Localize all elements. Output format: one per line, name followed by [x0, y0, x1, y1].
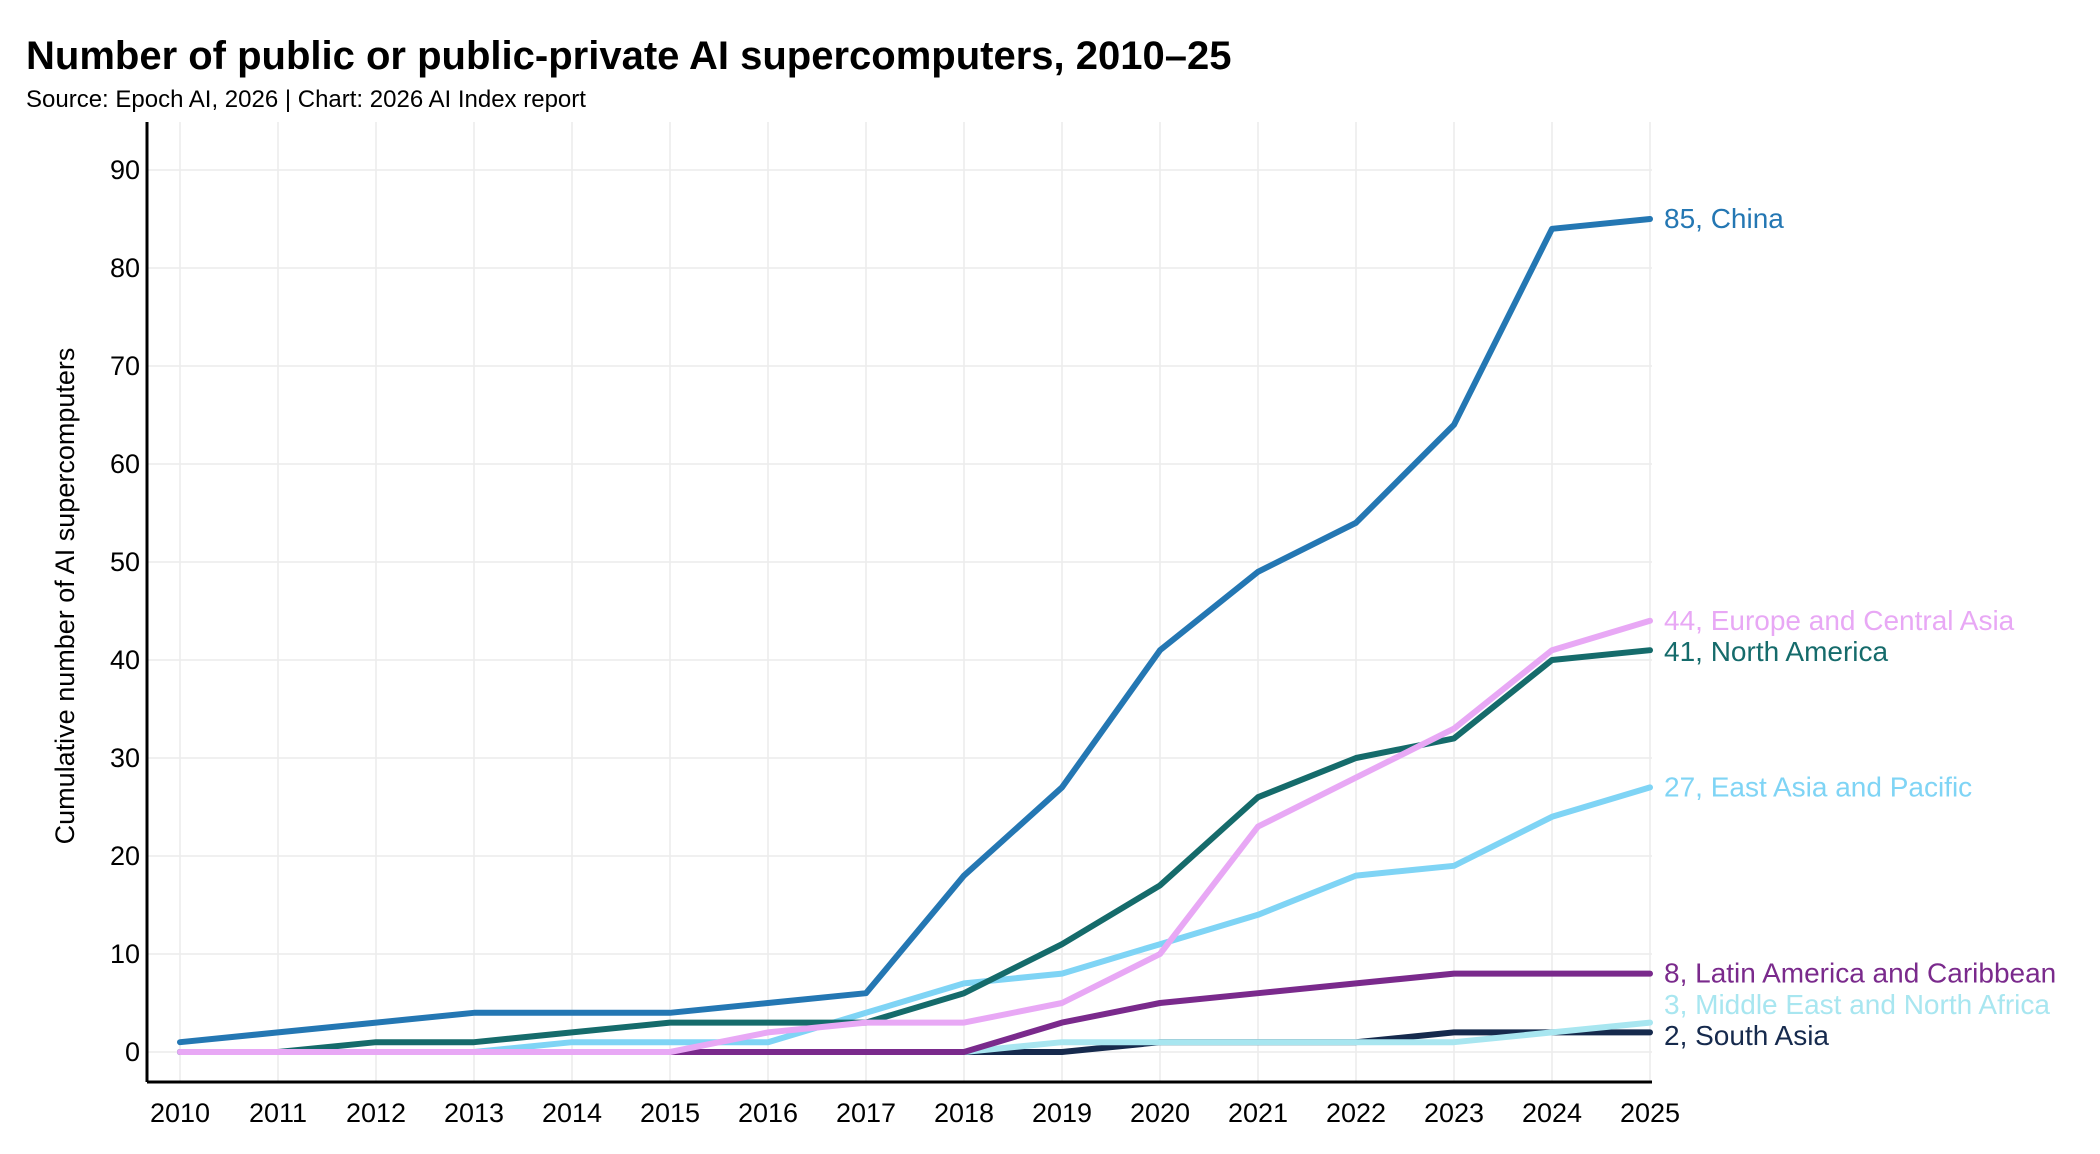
series-line-north-america: [177, 647, 1653, 1055]
x-tick-label: 2012: [346, 1098, 406, 1128]
y-tick-label: 30: [110, 743, 140, 773]
series-label-north-america: 41, North America: [1664, 636, 1889, 667]
y-tick-labels: 0 10 20 30 40 50 60 70 80 90: [110, 155, 140, 1067]
x-tick-label: 2015: [640, 1098, 700, 1128]
y-tick-label: 80: [110, 253, 140, 283]
x-tick-label: 2019: [1032, 1098, 1092, 1128]
series-line-europe-and-central-asia: [177, 617, 1653, 1055]
x-tick-label: 2023: [1424, 1098, 1484, 1128]
y-tick-label: 0: [125, 1037, 140, 1067]
series-line-china: [177, 216, 1653, 1046]
x-tick-label: 2021: [1228, 1098, 1288, 1128]
series-label-middle-east-and-north-africa: 3, Middle East and North Africa: [1664, 989, 2050, 1020]
x-tick-label: 2018: [934, 1098, 994, 1128]
x-tick-label: 2014: [542, 1098, 602, 1128]
series-line-east-asia-and-pacific: [177, 784, 1653, 1055]
x-tick-label: 2017: [836, 1098, 896, 1128]
series-end-labels: 85, China 44, Europe and Central Asia41, …: [1664, 203, 2056, 1051]
series-label-east-asia-and-pacific: 27, East Asia and Pacific: [1664, 771, 1972, 802]
x-tick-label: 2022: [1326, 1098, 1386, 1128]
y-tick-label: 70: [110, 351, 140, 381]
series-label-china: 85, China: [1664, 203, 1784, 234]
y-axis-title: Cumulative number of AI supercomputers: [50, 348, 80, 845]
x-tick-label: 2025: [1620, 1098, 1680, 1128]
series-label-south-asia: 2, South Asia: [1664, 1020, 1829, 1051]
series-label-europe-and-central-asia: 44, Europe and Central Asia: [1664, 605, 2015, 636]
chart-title: Number of public or public-private AI su…: [26, 34, 1232, 78]
axes: [145, 122, 1652, 1084]
y-tick-label: 20: [110, 841, 140, 871]
series-lines: [177, 216, 1653, 1055]
y-tick-label: 40: [110, 645, 140, 675]
x-tick-label: 2010: [150, 1098, 210, 1128]
series-label-latin-america-and-caribbean: 8, Latin America and Caribbean: [1664, 958, 2056, 989]
y-tick-label: 10: [110, 939, 140, 969]
x-tick-label: 2024: [1522, 1098, 1582, 1128]
y-tick-label: 90: [110, 155, 140, 185]
x-tick-label: 2013: [444, 1098, 504, 1128]
chart-subtitle: Source: Epoch AI, 2026 | Chart: 2026 AI …: [26, 86, 586, 113]
gridlines: [147, 122, 1652, 1082]
y-tick-label: 50: [110, 547, 140, 577]
x-tick-labels: 2010 2011 2012 2013 2014 2015 2016 2017 2018 2019…: [150, 1098, 1680, 1128]
y-tick-label: 60: [110, 449, 140, 479]
x-tick-label: 2011: [249, 1098, 307, 1128]
x-tick-label: 2016: [738, 1098, 798, 1128]
x-tick-label: 2020: [1130, 1098, 1190, 1128]
